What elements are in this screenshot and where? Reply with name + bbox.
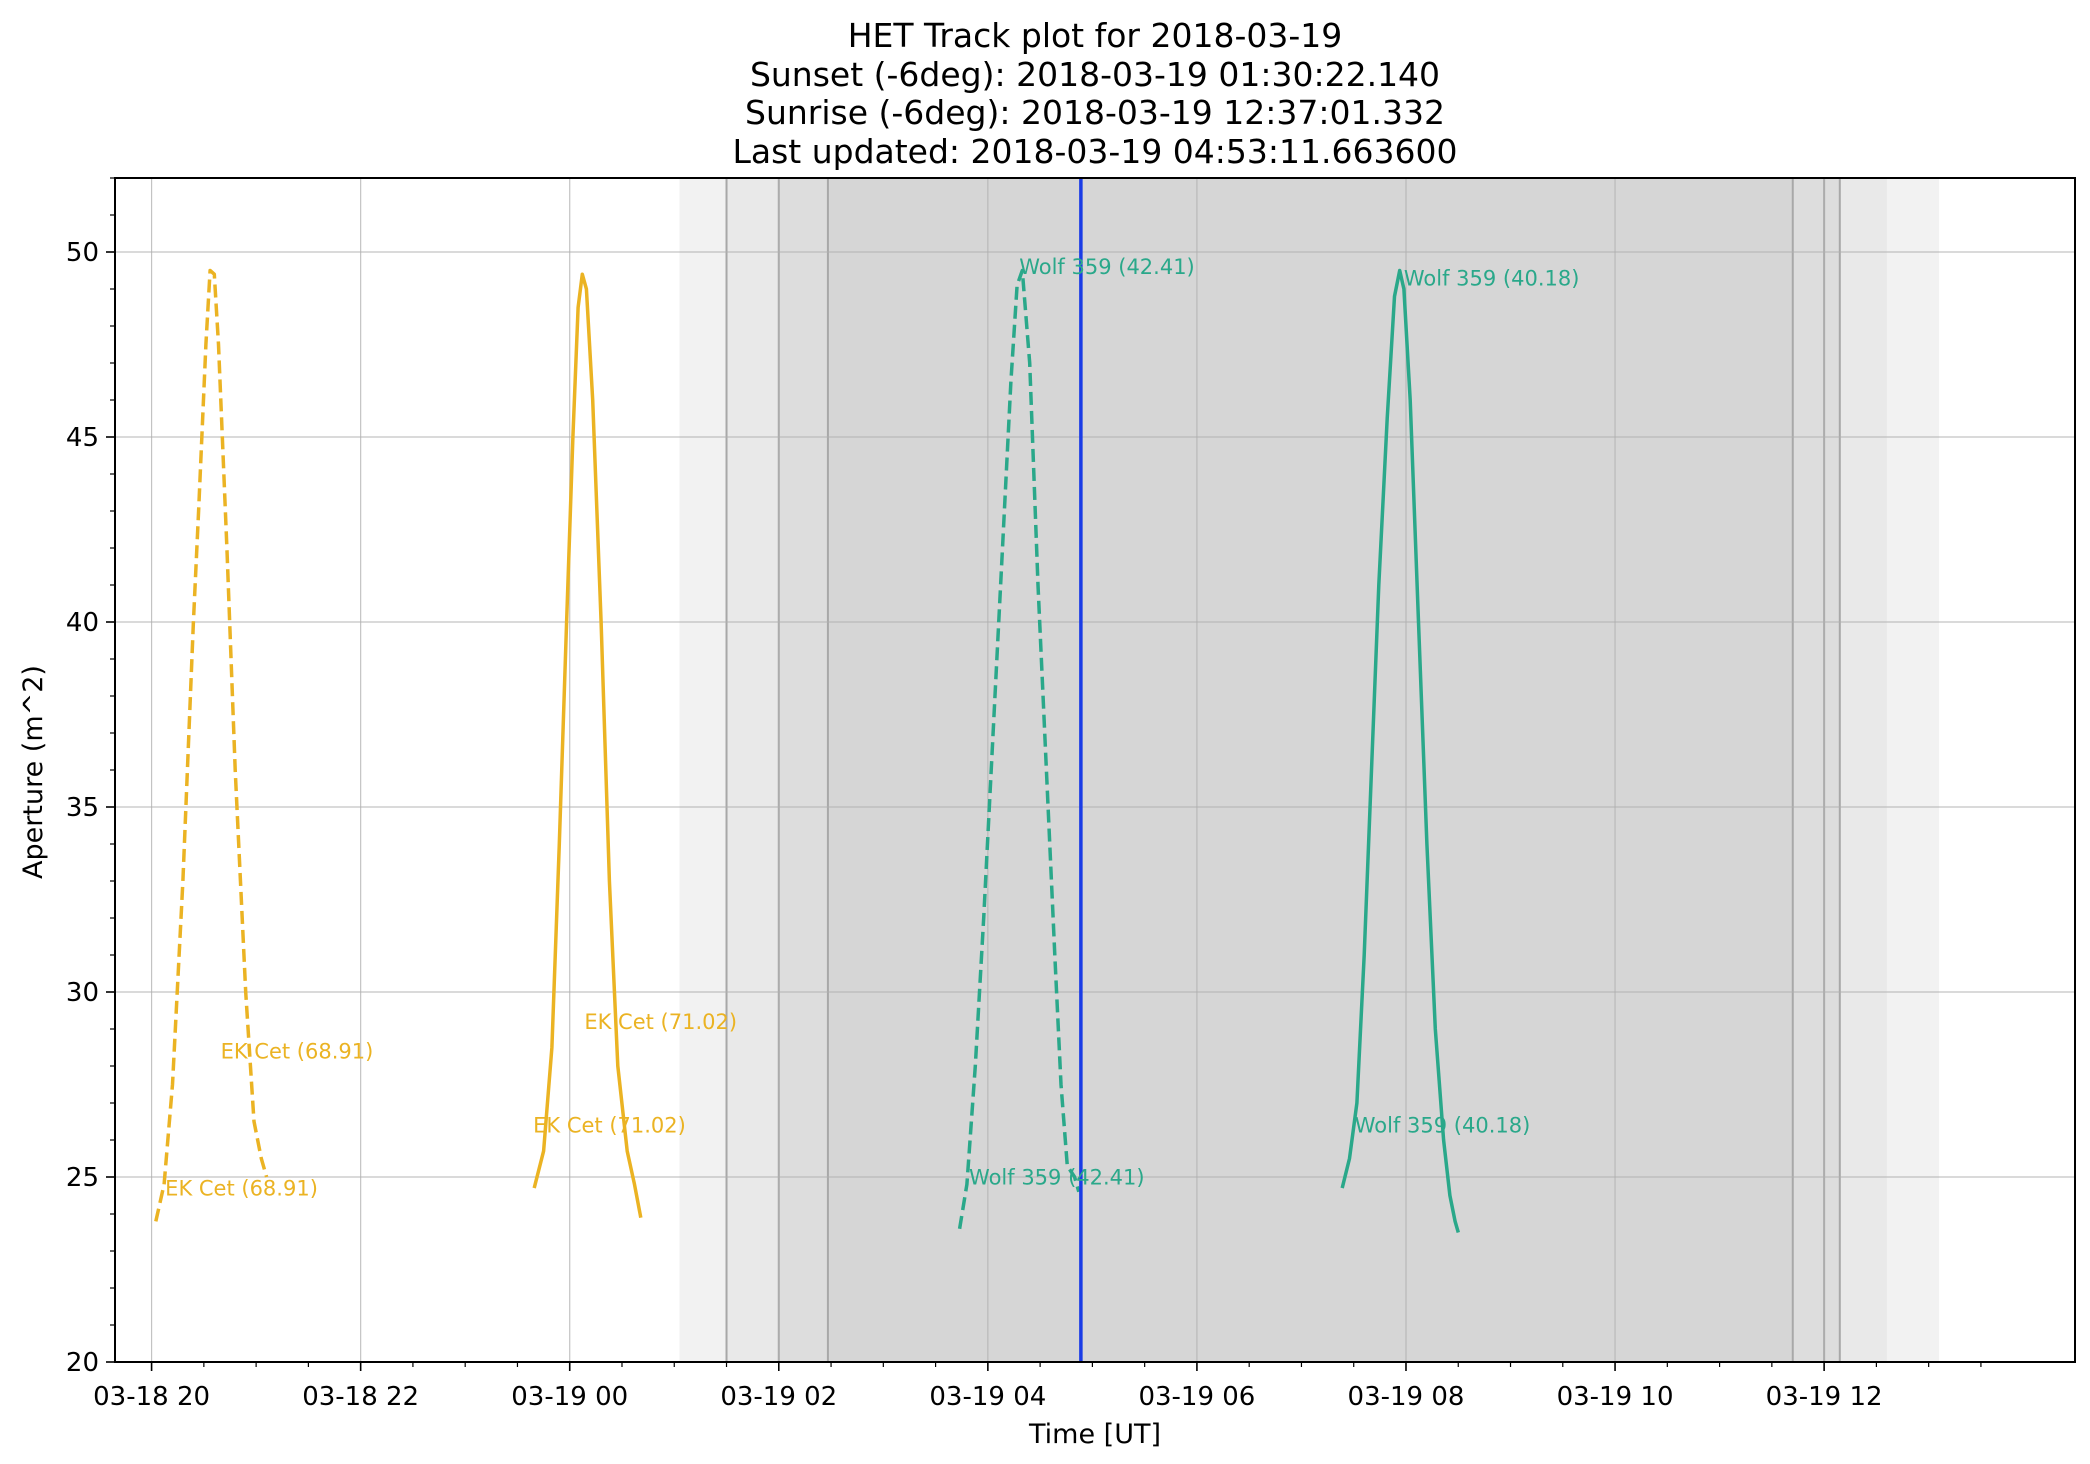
y-tick-label: 25 [66,1163,99,1193]
series-lines [154,268,1460,1233]
x-tick-label: 03-19 06 [1138,1382,1255,1412]
series-annotation: EK Cet (71.02) [533,1114,686,1138]
series-annotation: Wolf 359 (40.18) [1404,266,1580,290]
series-annotation: Wolf 359 (40.18) [1355,1114,1531,1138]
y-tick-label: 40 [66,608,99,638]
y-tick-label: 45 [66,423,99,453]
title-line-4: Last updated: 2018-03-19 04:53:11.663600 [732,132,1457,171]
x-axis-ticks: 03-18 20 03-18 22 03-19 00 03-19 02 03-19 04… [93,1362,1982,1412]
title-line-3: Sunrise (-6deg): 2018-03-19 12:37:01.332 [745,93,1445,132]
annotations: EK Cet (68.91) EK Cet (68.91) EK Cet (71.0… [165,255,1579,1200]
y-tick-label: 30 [66,978,99,1008]
series-annotation: Wolf 359 (42.41) [1019,255,1195,279]
series-annotation: EK Cet (68.91) [165,1177,318,1201]
x-tick-label: 03-19 10 [1557,1382,1674,1412]
y-axis-label: Aperture (m^2) [18,665,49,879]
night-band-dark-time [827,178,1793,1362]
series-annotation: Wolf 359 (42.41) [969,1165,1145,1189]
x-tick-label: 03-19 04 [929,1382,1046,1412]
series-annotation: EK Cet (68.91) [221,1040,374,1064]
y-tick-label: 20 [66,1348,99,1378]
series-annotation: EK Cet (71.02) [584,1010,737,1034]
x-tick-label: 03-18 22 [302,1382,419,1412]
series-line-1 [532,272,643,1219]
x-tick-label: 03-19 02 [720,1382,837,1412]
y-tick-label: 35 [66,793,99,823]
title-line-2: Sunset (-6deg): 2018-03-19 01:30:22.140 [750,55,1440,94]
title-line-1: HET Track plot for 2018-03-19 [848,16,1343,55]
series-line-3 [1340,268,1460,1233]
y-tick-label: 50 [66,238,99,268]
x-tick-label: 03-19 08 [1348,1382,1465,1412]
x-tick-label: 03-19 00 [511,1382,628,1412]
series-line-2 [957,268,1081,1230]
night-bands [679,178,1940,1362]
chart-title: HET Track plot for 2018-03-19 Sunset (-6… [732,16,1457,171]
x-tick-label: 03-18 20 [93,1382,210,1412]
x-tick-label: 03-19 12 [1766,1382,1883,1412]
series-line-0 [154,268,269,1222]
y-axis-ticks: 20 25 30 35 40 45 50 [66,177,115,1378]
x-axis-label: Time [UT] [1028,1419,1161,1450]
